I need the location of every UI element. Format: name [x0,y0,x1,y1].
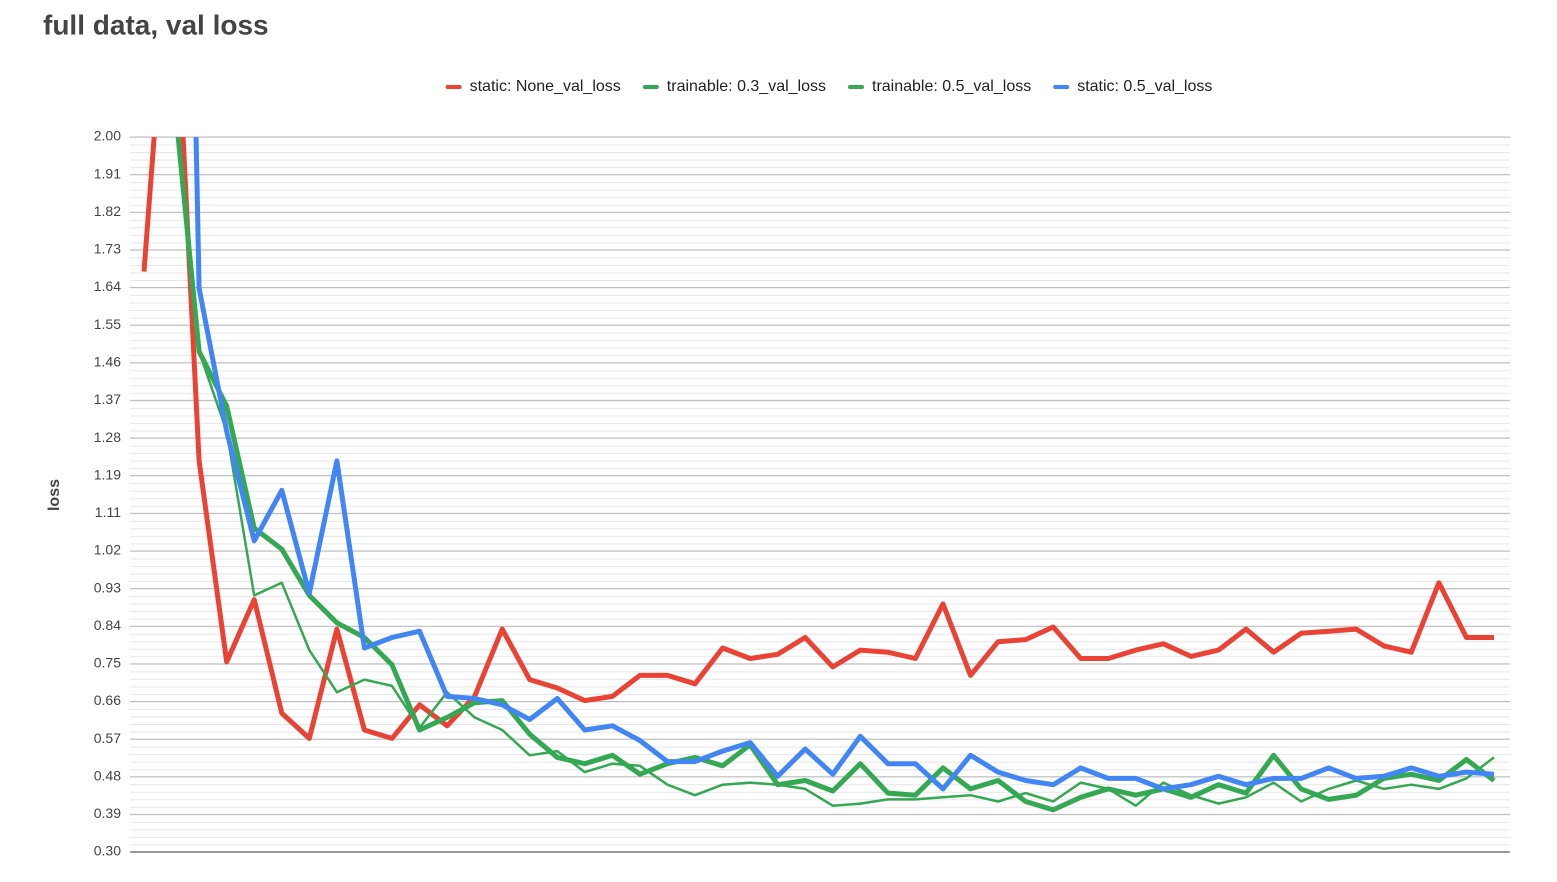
y-tick-label: 0.48 [94,767,121,783]
y-tick-label: 1.46 [94,353,121,369]
chart-title: full data, val loss [43,9,269,40]
y-tick-label: 1.02 [94,542,121,558]
y-tick-label: 1.82 [94,203,121,219]
legend-item: static: 0.5_val_loss [1053,78,1212,95]
y-tick-label: 0.93 [94,579,121,595]
minor-grid [130,137,1510,852]
y-axis-title: loss [46,479,63,511]
legend-label: trainable: 0.3_val_loss [667,78,826,95]
legend-label: trainable: 0.5_val_loss [872,78,1031,95]
series-line [176,137,1495,807]
legend-label: static: 0.5_val_loss [1077,78,1212,95]
series-line [193,137,1495,792]
y-tick-label: 1.28 [94,429,121,445]
y-tick-label: 0.66 [94,692,121,708]
legend-item: trainable: 0.5_val_loss [848,78,1031,95]
y-tick-label: 1.55 [94,316,121,332]
y-tick-label: 0.75 [94,655,121,671]
y-tick-label: 0.39 [94,805,121,821]
series-line [175,137,1496,813]
y-tick-label: 1.19 [94,466,121,482]
legend-item: static: None_val_loss [445,78,621,95]
y-tick-label: 1.64 [94,278,121,294]
y-tick-label: 0.84 [94,617,121,633]
y-tick-label: 1.37 [94,391,121,407]
y-tick-label: 2.00 [94,128,121,144]
y-tick-label: 1.11 [95,504,121,520]
series-line [141,137,1494,741]
y-tick-label: 0.30 [94,843,121,859]
y-tick-label: 1.73 [94,241,121,257]
legend-label: static: None_val_loss [470,78,621,95]
y-tick-label: 0.57 [94,730,121,746]
legend-item: trainable: 0.3_val_loss [642,78,826,95]
y-tick-label: 1.91 [94,165,121,181]
